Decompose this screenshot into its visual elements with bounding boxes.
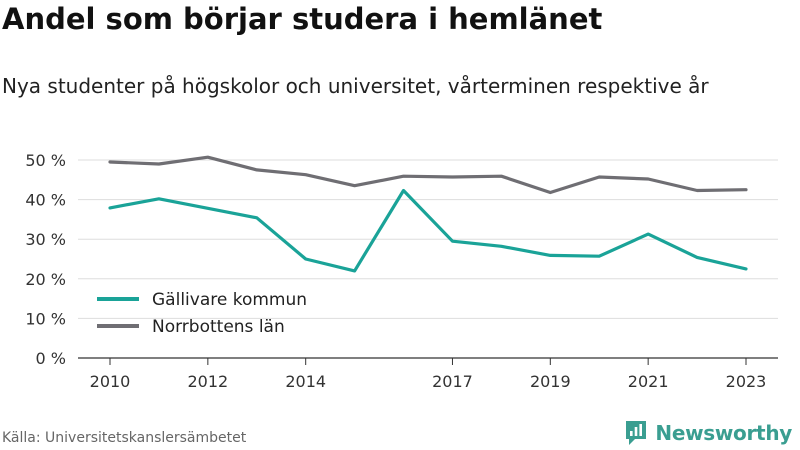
brand-logo: Newsworthy bbox=[624, 419, 792, 447]
y-tick-label: 50 % bbox=[25, 151, 66, 170]
series-line-1 bbox=[108, 155, 748, 195]
x-tick-label: 2019 bbox=[530, 372, 571, 391]
x-tick-label: 2023 bbox=[726, 372, 767, 391]
y-tick-label: 10 % bbox=[25, 309, 66, 328]
brand-name: Newsworthy bbox=[655, 421, 792, 445]
legend-label: Gällivare kommun bbox=[152, 290, 307, 310]
x-tick-label: 2012 bbox=[187, 372, 228, 391]
y-axis-ticks: 0 % 10 % 20 % 30 % 40 % 50 % bbox=[25, 151, 66, 368]
chart-title: Andel som börjar studera i hemlänet bbox=[2, 2, 603, 36]
newsworthy-logo-icon bbox=[626, 421, 647, 445]
series-lines bbox=[108, 155, 748, 273]
x-tick-label: 2014 bbox=[285, 372, 326, 391]
chart-subtitle: Nya studenter på högskolor och universit… bbox=[2, 74, 709, 98]
y-tick-label: 0 % bbox=[36, 349, 66, 368]
y-tick-label: 30 % bbox=[25, 230, 66, 249]
legend-label: Norrbottens län bbox=[152, 317, 285, 337]
y-tick-label: 20 % bbox=[25, 270, 66, 289]
x-tick-label: 2017 bbox=[432, 372, 473, 391]
source-note: Källa: Universitetskanslersämbetet bbox=[2, 430, 247, 446]
x-tick-label: 2010 bbox=[90, 372, 131, 391]
series-line-0 bbox=[108, 188, 748, 273]
legend: Gällivare kommun Norrbottens län bbox=[97, 290, 307, 337]
x-tick-label: 2021 bbox=[628, 372, 669, 391]
x-axis-ticks: 2010 2012 2014 2017 2019 2021 2023 bbox=[90, 358, 767, 391]
y-tick-label: 40 % bbox=[25, 191, 66, 210]
